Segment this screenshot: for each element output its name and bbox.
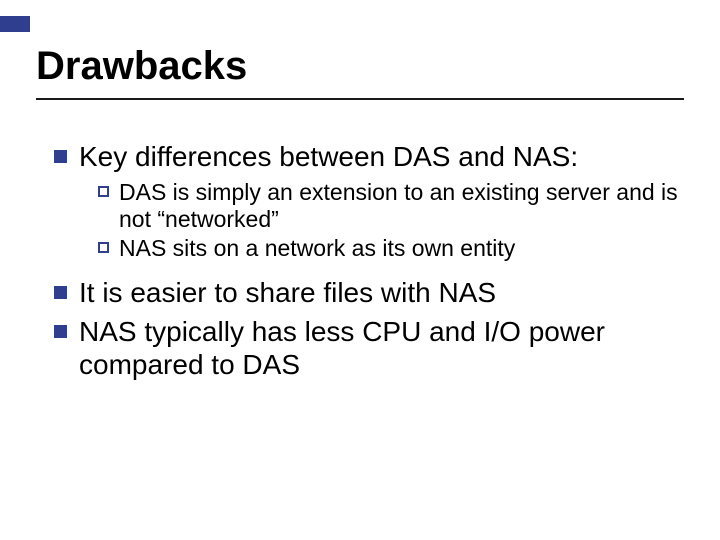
hollow-square-bullet-icon <box>98 186 109 197</box>
slide: Drawbacks Key differences between DAS an… <box>0 0 720 540</box>
bullet-l1-text: Key differences between DAS and NAS: <box>79 140 578 173</box>
bullet-l2-text: DAS is simply an extension to an existin… <box>119 179 680 233</box>
slide-title: Drawbacks <box>36 44 684 88</box>
title-area: Drawbacks <box>36 44 684 108</box>
square-bullet-icon <box>54 286 67 299</box>
accent-top-square <box>0 0 30 16</box>
bullet-l1: NAS typically has less CPU and I/O power… <box>54 315 680 381</box>
bullet-l1: Key differences between DAS and NAS: <box>54 140 680 173</box>
bullet-l2-text: NAS sits on a network as its own entity <box>119 235 515 262</box>
bullet-l2: NAS sits on a network as its own entity <box>98 235 680 262</box>
sub-bullet-group: DAS is simply an extension to an existin… <box>98 179 680 262</box>
hollow-square-bullet-icon <box>98 242 109 253</box>
bullet-l1: It is easier to share files with NAS <box>54 276 680 309</box>
bullet-l1-text: It is easier to share files with NAS <box>79 276 496 309</box>
bullet-l2: DAS is simply an extension to an existin… <box>98 179 680 233</box>
square-bullet-icon <box>54 150 67 163</box>
accent-bottom-square <box>0 16 30 32</box>
accent-corner <box>0 0 30 32</box>
title-underline <box>36 98 684 100</box>
body-area: Key differences between DAS and NAS: DAS… <box>54 140 680 388</box>
square-bullet-icon <box>54 325 67 338</box>
bullet-l1-text: NAS typically has less CPU and I/O power… <box>79 315 680 381</box>
